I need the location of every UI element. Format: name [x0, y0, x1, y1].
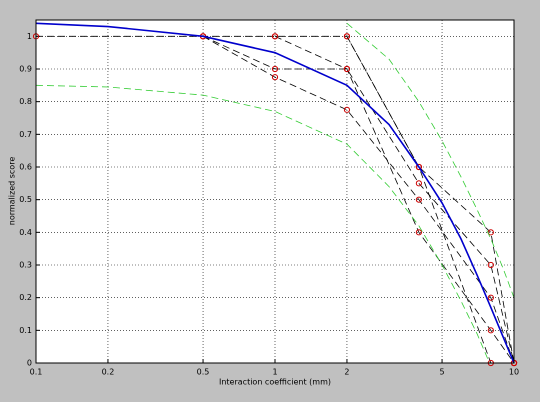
x-tick-label: 0.5	[197, 368, 210, 377]
data-point	[487, 261, 494, 269]
x-tick-label: 1	[272, 368, 277, 377]
data-point	[271, 65, 279, 73]
y-tick-label: 0	[27, 359, 32, 368]
plot-frame	[35, 19, 515, 364]
data-point	[415, 163, 422, 171]
y-tick-label: 0.3	[19, 261, 32, 270]
data-point	[343, 33, 351, 40]
y-tick-label: 0.8	[19, 97, 32, 106]
x-tick-label: 5	[440, 368, 445, 377]
data-point	[487, 294, 494, 301]
data-point	[487, 229, 494, 236]
data-point	[415, 229, 422, 236]
y-tick-label: 0.6	[19, 163, 32, 172]
x-tick-label: 0.1	[30, 368, 43, 377]
data-point	[271, 74, 279, 81]
x-tick-label: 10	[509, 368, 519, 377]
y-tick-label: 0.9	[19, 65, 32, 74]
series-line	[202, 35, 515, 364]
y-tick-label: 0.2	[19, 293, 32, 302]
data-point	[343, 65, 351, 73]
series-line	[35, 84, 490, 364]
series-line	[202, 35, 515, 364]
data-point	[415, 180, 422, 187]
y-tick-label: 1	[27, 32, 32, 41]
series-line	[274, 35, 515, 364]
x-tick-label: 0.2	[102, 368, 115, 377]
data-point	[343, 106, 351, 113]
data-point	[487, 327, 494, 334]
y-tick-label: 0.5	[19, 195, 32, 204]
y-tick-label: 0.7	[19, 130, 32, 139]
x-axis-label: Interaction coefficient (mm)	[219, 378, 331, 387]
y-tick-label: 0.1	[19, 326, 32, 335]
series-line	[346, 22, 515, 298]
data-point	[415, 196, 422, 203]
y-axis-label: normalized score	[8, 157, 17, 226]
data-point	[271, 33, 279, 40]
y-tick-label: 0.4	[19, 228, 32, 237]
x-tick-label: 2	[344, 368, 349, 377]
series-line	[35, 22, 515, 364]
